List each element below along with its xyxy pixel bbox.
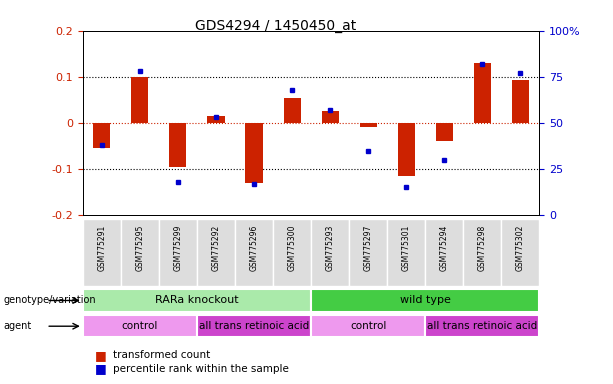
FancyBboxPatch shape [83,289,311,312]
FancyBboxPatch shape [311,315,425,338]
FancyBboxPatch shape [349,219,387,286]
FancyBboxPatch shape [273,219,311,286]
FancyBboxPatch shape [121,219,159,286]
Bar [283,98,300,123]
Bar [169,123,186,167]
Text: GSM775299: GSM775299 [173,224,183,271]
Bar [207,116,224,123]
Text: GSM775296: GSM775296 [249,224,259,271]
Text: GSM775297: GSM775297 [364,224,373,271]
Text: wild type: wild type [400,295,451,306]
Text: GSM775294: GSM775294 [440,224,449,271]
Text: GSM775291: GSM775291 [97,224,106,270]
FancyBboxPatch shape [311,289,539,312]
Text: all trans retinoic acid: all trans retinoic acid [199,321,309,331]
FancyBboxPatch shape [83,315,197,338]
Bar [93,123,110,148]
FancyBboxPatch shape [463,219,501,286]
Text: RARa knockout: RARa knockout [155,295,238,306]
Text: GDS4294 / 1450450_at: GDS4294 / 1450450_at [195,19,357,33]
Text: control: control [350,321,386,331]
FancyBboxPatch shape [159,219,197,286]
FancyBboxPatch shape [311,219,349,286]
Bar [245,123,262,183]
FancyBboxPatch shape [425,219,463,286]
Text: GSM775295: GSM775295 [135,224,144,271]
Text: GSM775302: GSM775302 [516,224,525,271]
Text: GSM775298: GSM775298 [478,224,487,270]
Bar [360,123,377,127]
Text: ■: ■ [95,362,107,375]
FancyBboxPatch shape [425,315,539,338]
FancyBboxPatch shape [501,219,539,286]
Bar [398,123,415,176]
Text: genotype/variation: genotype/variation [3,295,96,306]
FancyBboxPatch shape [197,219,235,286]
Text: GSM775293: GSM775293 [326,224,335,271]
Text: agent: agent [3,321,31,331]
Bar [436,123,453,141]
Text: GSM775301: GSM775301 [402,224,411,271]
Bar [512,80,529,123]
FancyBboxPatch shape [235,219,273,286]
Text: percentile rank within the sample: percentile rank within the sample [113,364,289,374]
Text: all trans retinoic acid: all trans retinoic acid [427,321,538,331]
Bar [322,111,339,123]
FancyBboxPatch shape [387,219,425,286]
FancyBboxPatch shape [83,219,121,286]
FancyBboxPatch shape [197,315,311,338]
Bar [474,63,491,123]
Text: GSM775292: GSM775292 [211,224,221,270]
Text: transformed count: transformed count [113,350,211,360]
Text: ■: ■ [95,349,107,362]
Text: control: control [121,321,158,331]
Text: GSM775300: GSM775300 [287,224,297,271]
Bar [131,77,148,123]
